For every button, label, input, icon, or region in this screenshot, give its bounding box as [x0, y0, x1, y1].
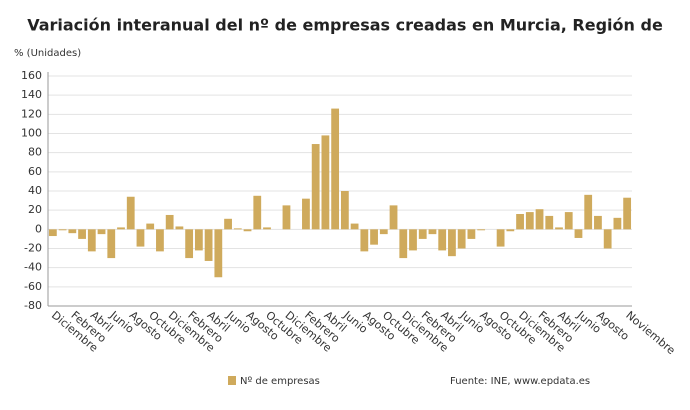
y-tick-label: -20 [24, 242, 42, 255]
bar [331, 108, 340, 230]
bar [253, 195, 262, 230]
y-axis-label: % (Unidades) [14, 48, 81, 59]
bar [68, 229, 77, 234]
legend-label: Nº de empresas [240, 376, 320, 387]
bar [594, 215, 602, 230]
bar [496, 229, 505, 247]
bar [506, 229, 515, 232]
bar [126, 196, 135, 230]
bar [409, 229, 417, 251]
bar [175, 226, 184, 230]
bar [214, 229, 223, 278]
bar [302, 198, 310, 230]
bar [204, 229, 213, 261]
y-tick-label: 20 [28, 203, 42, 216]
bar [379, 229, 388, 235]
legend-swatch [228, 376, 236, 385]
bar [185, 229, 194, 259]
bar [360, 229, 369, 252]
y-tick-label: 160 [21, 69, 42, 82]
bar [584, 194, 593, 230]
bar [623, 197, 632, 230]
y-tick-label: 80 [28, 146, 42, 159]
bar [58, 229, 67, 231]
y-tick-label: -80 [24, 299, 42, 312]
bar [448, 229, 456, 257]
bar [516, 214, 524, 230]
y-tick-label: 140 [21, 88, 42, 101]
bar [78, 229, 86, 239]
bar [165, 214, 174, 230]
bar [243, 229, 252, 232]
chart-title: Variación interanual del nº de empresas … [27, 16, 663, 35]
y-tick-label: 40 [28, 184, 42, 197]
bar [438, 229, 447, 251]
y-tick-label: -60 [24, 280, 42, 293]
bar [97, 229, 106, 235]
bar [467, 229, 476, 239]
bar [282, 205, 291, 230]
bar [428, 229, 437, 235]
y-tick-label: -40 [24, 261, 42, 274]
bar [224, 218, 232, 230]
bar [525, 212, 534, 230]
bar [477, 229, 486, 231]
bar [564, 212, 573, 230]
bar [233, 228, 242, 230]
bar [603, 229, 612, 249]
bar [87, 229, 96, 252]
bar [146, 223, 155, 230]
source: Fuente: INE, www.epdata.es [450, 376, 590, 387]
bar [350, 223, 359, 230]
bar [545, 215, 554, 230]
bar [194, 229, 203, 251]
y-tick-label: 100 [21, 127, 42, 140]
bar [107, 229, 116, 259]
bar [156, 229, 164, 252]
bar [263, 227, 271, 230]
bar [311, 144, 320, 230]
bar [399, 229, 408, 259]
bar [48, 229, 57, 237]
y-tick-label: 60 [28, 165, 42, 178]
y-tick-label: 120 [21, 107, 42, 120]
bar [418, 229, 427, 239]
bar [555, 227, 563, 230]
bar [117, 227, 125, 230]
bar [457, 229, 466, 249]
bar [136, 229, 145, 247]
y-tick-label: 0 [35, 222, 42, 235]
bar [321, 135, 330, 230]
bar [574, 229, 583, 238]
bar [535, 209, 544, 230]
bar [389, 205, 398, 230]
bar [370, 229, 378, 245]
bar [340, 191, 349, 230]
bar [613, 217, 622, 230]
